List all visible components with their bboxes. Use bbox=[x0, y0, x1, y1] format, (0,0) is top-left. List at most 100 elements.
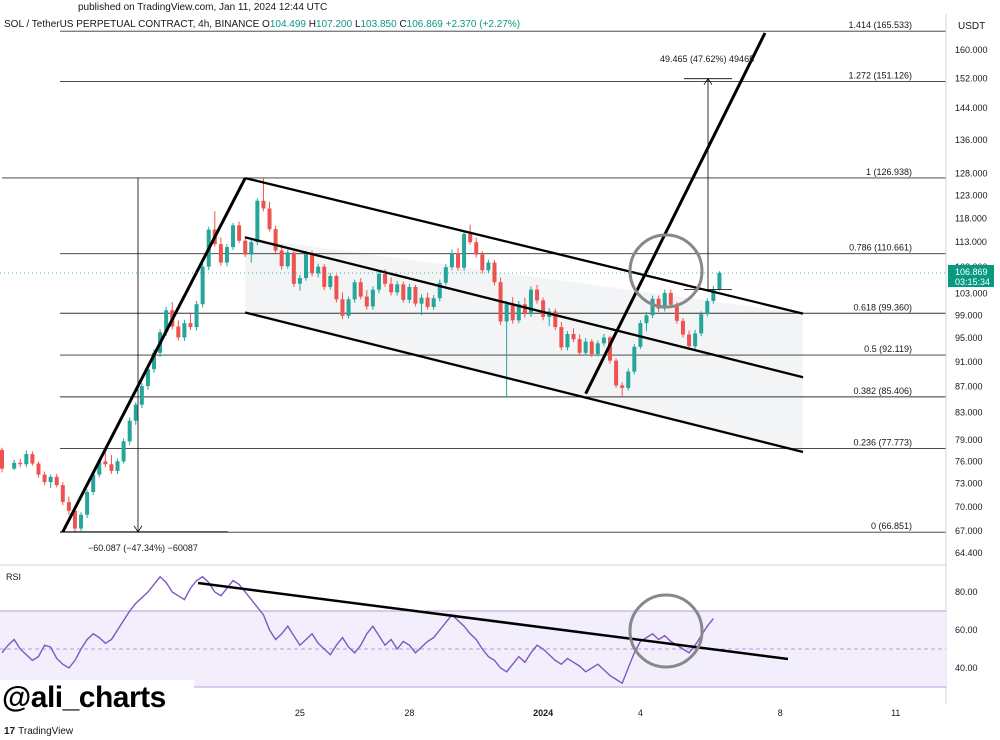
candle-body bbox=[389, 283, 394, 293]
candle-body bbox=[72, 510, 77, 529]
publish-line: published on TradingView.com, Jan 11, 20… bbox=[78, 2, 328, 13]
candle-body bbox=[261, 200, 266, 209]
candle-body bbox=[608, 337, 612, 361]
rsi-tick-label: 60.00 bbox=[955, 625, 978, 635]
impulse-trendline bbox=[61, 177, 247, 533]
tradingview-footer[interactable]: 17 TradingView bbox=[4, 726, 73, 737]
candle-body bbox=[279, 250, 284, 267]
candle-body bbox=[36, 463, 41, 475]
candle-body bbox=[231, 225, 236, 248]
candle-body bbox=[42, 474, 47, 483]
candle-body bbox=[583, 341, 588, 353]
price-tick-label: 103.000 bbox=[955, 288, 988, 298]
price-tick-label: 70.000 bbox=[955, 502, 983, 512]
candle-body bbox=[456, 253, 460, 268]
channel-mid-line bbox=[244, 236, 804, 379]
candle-body bbox=[352, 282, 357, 300]
candle-body bbox=[644, 315, 649, 324]
candle-body bbox=[249, 242, 254, 255]
candle-body bbox=[711, 289, 716, 301]
candle-body bbox=[541, 300, 546, 317]
candle-body bbox=[328, 275, 333, 287]
currency-unit[interactable]: USDT bbox=[958, 21, 986, 32]
candle-body bbox=[340, 299, 345, 316]
candle-body bbox=[687, 334, 692, 347]
candle-body bbox=[401, 284, 406, 300]
candle-body bbox=[510, 304, 515, 321]
candle-body bbox=[297, 278, 302, 284]
symbol-name: SOL / TetherUS PERPETUAL CONTRACT, 4h, B… bbox=[4, 19, 260, 30]
candle-body bbox=[322, 266, 327, 287]
channel-upper-line bbox=[244, 176, 804, 315]
fib-level-label-1.414: 1.414 (165.533) bbox=[848, 20, 912, 30]
candle-body bbox=[516, 304, 521, 321]
candle-body bbox=[0, 449, 4, 469]
price-tick-label: 160.000 bbox=[955, 45, 988, 55]
candle-body bbox=[291, 252, 296, 284]
candle-body bbox=[668, 292, 673, 305]
time-tick-label: 25 bbox=[295, 708, 305, 718]
candle-body bbox=[626, 371, 631, 388]
candle-body bbox=[334, 275, 339, 300]
change-value: +2.370 (+2.27%) bbox=[445, 19, 521, 30]
candle-body bbox=[614, 360, 619, 386]
candle-body bbox=[419, 297, 424, 304]
low-value: 103.850 bbox=[360, 19, 397, 30]
candle-body bbox=[218, 244, 223, 263]
candle-body bbox=[255, 200, 260, 243]
time-tick-label: 28 bbox=[404, 708, 414, 718]
candle-body bbox=[535, 289, 540, 301]
price-tick-label: 83.000 bbox=[955, 408, 983, 418]
high-label: H bbox=[308, 19, 316, 30]
candle-body bbox=[699, 314, 704, 334]
candle-body bbox=[492, 262, 497, 283]
candle-body bbox=[443, 267, 448, 283]
candle-body bbox=[12, 462, 17, 469]
candle-body bbox=[680, 320, 685, 335]
candle-body bbox=[176, 326, 181, 338]
channel-fill bbox=[245, 237, 803, 452]
candle-body bbox=[66, 502, 71, 511]
fib-level-label-0: 0 (66.851) bbox=[871, 521, 912, 531]
low-label: L bbox=[354, 19, 361, 30]
price-tick-label: 118.000 bbox=[955, 213, 987, 223]
open-label: O bbox=[262, 19, 270, 30]
candle-body bbox=[188, 323, 193, 328]
price-tick-label: 79.000 bbox=[955, 435, 983, 445]
candle-body bbox=[595, 343, 600, 354]
candle-body bbox=[79, 514, 84, 529]
candle-body bbox=[18, 462, 23, 465]
candle-body bbox=[407, 286, 412, 300]
price-tick-label: 136.000 bbox=[955, 135, 988, 145]
candle-body bbox=[656, 298, 661, 309]
candle-body bbox=[85, 491, 90, 515]
candle-body bbox=[91, 474, 96, 492]
candle-body bbox=[109, 464, 114, 471]
fib-level-label-1: 1 (126.938) bbox=[866, 167, 912, 177]
last-price-label: 106.869 bbox=[955, 267, 988, 277]
candle-body bbox=[145, 369, 150, 387]
candle-body bbox=[522, 304, 527, 315]
time-tick-label: 11 bbox=[891, 708, 900, 718]
open-value: 104.499 bbox=[269, 19, 306, 30]
up-measure-label: 49.465 (47.62%) 49465 bbox=[660, 54, 754, 64]
candle-body bbox=[528, 289, 533, 315]
price-tick-label: 123.000 bbox=[955, 190, 988, 200]
candle-body bbox=[304, 254, 308, 279]
breakout-circle-icon bbox=[628, 233, 704, 309]
price-tick-label: 152.000 bbox=[955, 73, 988, 83]
candle-body bbox=[650, 298, 655, 316]
candle-body bbox=[358, 282, 363, 297]
candle-body bbox=[504, 304, 509, 322]
symbol-header: SOL / TetherUS PERPETUAL CONTRACT, 4h, B… bbox=[4, 19, 520, 30]
fib-level-label-0.618: 0.618 (99.360) bbox=[853, 302, 912, 312]
rsi-trendline bbox=[197, 581, 789, 661]
candle-body bbox=[674, 304, 679, 321]
candle-body bbox=[243, 240, 248, 255]
rsi-circle-icon bbox=[628, 593, 704, 669]
candle-body bbox=[395, 284, 400, 293]
candle-body bbox=[437, 282, 442, 299]
candle-body bbox=[133, 404, 138, 421]
candle-body bbox=[705, 300, 710, 315]
